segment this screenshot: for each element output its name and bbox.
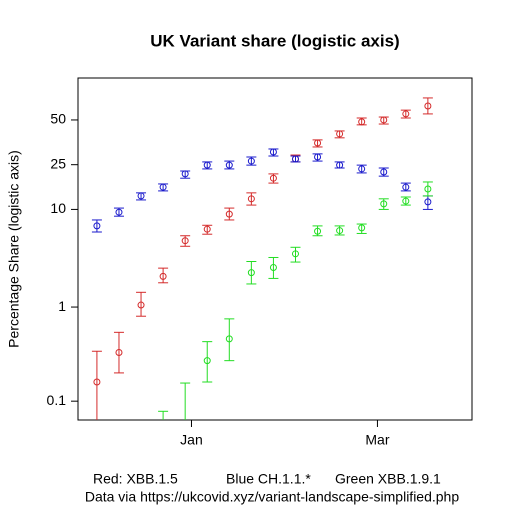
data-point bbox=[247, 195, 255, 203]
data-point bbox=[380, 200, 388, 208]
data-point bbox=[314, 153, 322, 161]
data-point bbox=[380, 116, 388, 124]
legend-entry: Blue CH.1.1.* bbox=[226, 471, 311, 487]
data-point bbox=[424, 198, 432, 206]
data-point bbox=[336, 130, 344, 138]
data-point bbox=[203, 225, 211, 233]
data-point bbox=[291, 155, 299, 163]
data-point bbox=[203, 357, 211, 365]
data-point bbox=[402, 110, 410, 118]
caption: Data via https://ukcovid.xyz/variant-lan… bbox=[85, 489, 460, 505]
data-point bbox=[93, 222, 101, 230]
data-point bbox=[358, 224, 366, 232]
plot-area bbox=[91, 97, 433, 420]
data-point bbox=[380, 168, 388, 176]
chart-title: UK Variant share (logistic axis) bbox=[150, 31, 399, 50]
data-point bbox=[159, 272, 167, 280]
data-point bbox=[358, 165, 366, 173]
legend-entry: Green XBB.1.9.1 bbox=[335, 471, 441, 487]
data-point bbox=[159, 183, 167, 191]
data-point bbox=[424, 185, 432, 193]
data-point bbox=[314, 227, 322, 235]
data-point bbox=[402, 183, 410, 191]
data-point bbox=[115, 348, 123, 356]
data-point bbox=[181, 237, 189, 245]
data-point bbox=[247, 269, 255, 277]
data-point bbox=[115, 208, 123, 216]
legend-entry: Red: XBB.1.5 bbox=[93, 471, 178, 487]
data-point bbox=[336, 161, 344, 169]
data-point bbox=[225, 161, 233, 169]
data-point bbox=[314, 139, 322, 147]
plot-frame bbox=[77, 77, 473, 421]
data-point bbox=[291, 250, 299, 258]
x-tick-label: Jan bbox=[180, 432, 203, 448]
data-point bbox=[225, 210, 233, 218]
data-point bbox=[181, 170, 189, 178]
data-point bbox=[137, 192, 145, 200]
y-tick-label: 1 bbox=[58, 298, 66, 314]
y-axis-label: Percentage Share (logistic axis) bbox=[6, 150, 22, 348]
data-point bbox=[137, 301, 145, 309]
y-tick-label: 50 bbox=[50, 111, 66, 127]
y-tick-label: 25 bbox=[50, 155, 66, 171]
data-point bbox=[402, 197, 410, 205]
y-tick-label: 10 bbox=[50, 200, 66, 216]
data-point bbox=[225, 335, 233, 343]
data-point bbox=[336, 227, 344, 235]
data-point bbox=[93, 378, 101, 386]
data-point bbox=[269, 174, 277, 182]
data-point bbox=[203, 161, 211, 169]
y-tick-label: 0.1 bbox=[47, 392, 67, 408]
x-tick-label: Mar bbox=[365, 432, 389, 448]
data-point bbox=[424, 102, 432, 110]
data-point bbox=[269, 263, 277, 271]
data-point bbox=[269, 148, 277, 156]
data-point bbox=[358, 118, 366, 126]
data-point bbox=[247, 157, 255, 165]
